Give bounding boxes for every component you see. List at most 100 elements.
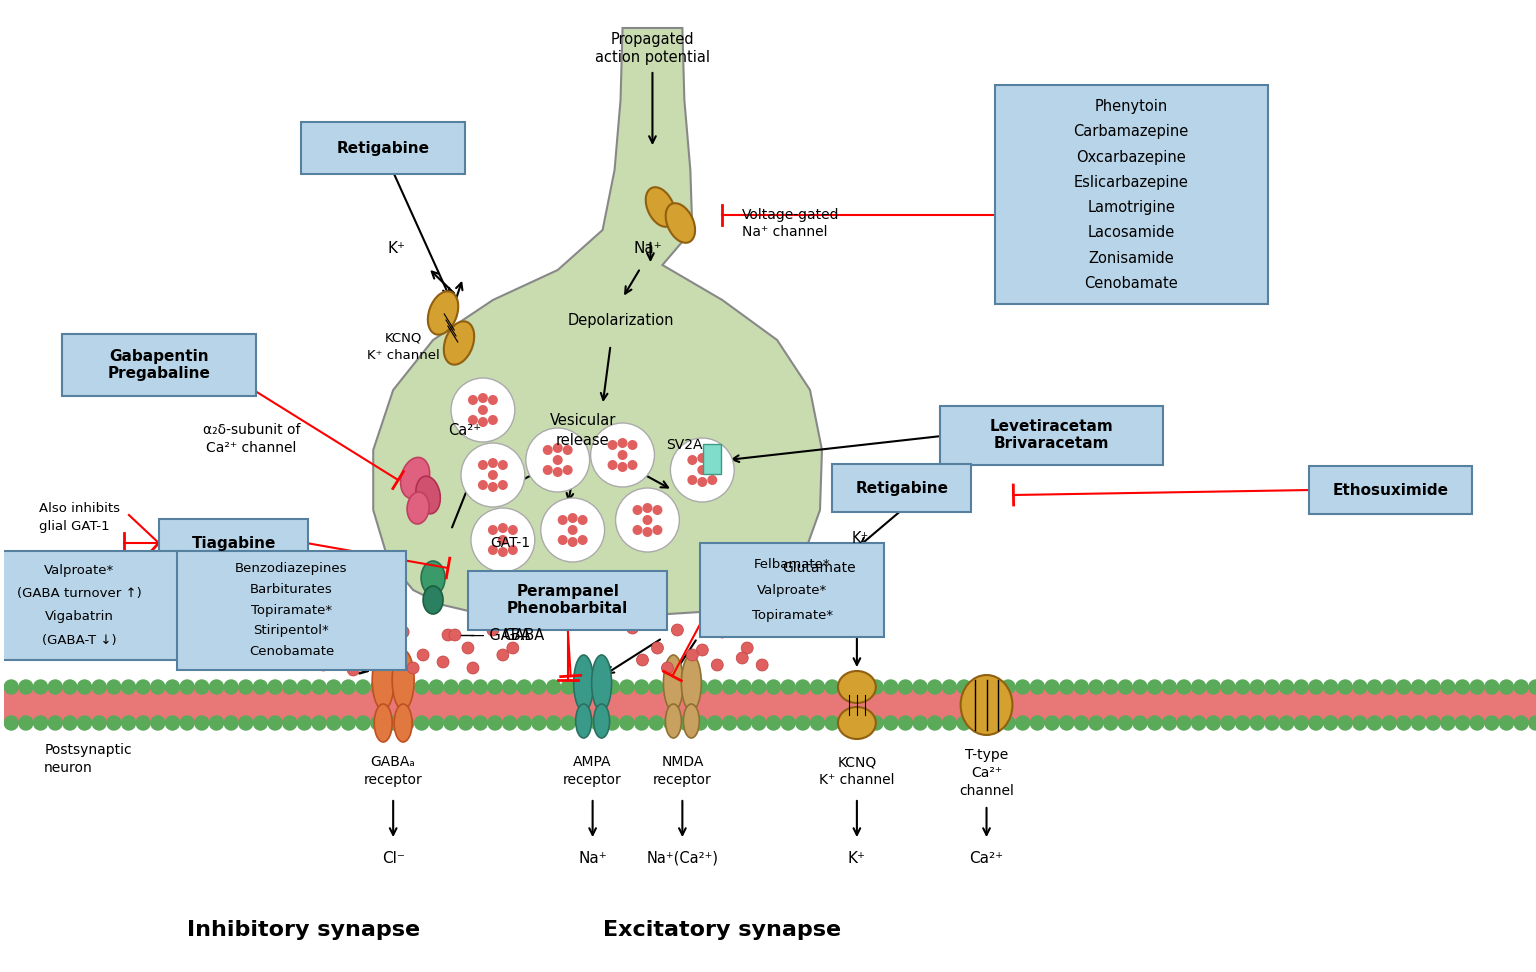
Circle shape <box>957 680 971 694</box>
Circle shape <box>180 716 194 730</box>
Circle shape <box>108 680 121 694</box>
Circle shape <box>473 716 487 730</box>
Circle shape <box>195 680 209 694</box>
Circle shape <box>1367 680 1381 694</box>
Circle shape <box>561 716 576 730</box>
Circle shape <box>1192 716 1206 730</box>
Circle shape <box>518 680 531 694</box>
Ellipse shape <box>960 675 1012 735</box>
Circle shape <box>370 680 384 694</box>
Circle shape <box>121 716 135 730</box>
Text: GAT-1: GAT-1 <box>490 536 530 550</box>
Circle shape <box>722 716 737 730</box>
Circle shape <box>418 649 429 661</box>
Circle shape <box>1031 716 1044 730</box>
Circle shape <box>766 680 780 694</box>
Circle shape <box>209 680 223 694</box>
Circle shape <box>653 505 662 515</box>
FancyBboxPatch shape <box>0 550 181 659</box>
Circle shape <box>1044 716 1058 730</box>
Circle shape <box>1163 680 1177 694</box>
Circle shape <box>518 716 531 730</box>
Circle shape <box>1250 716 1264 730</box>
FancyBboxPatch shape <box>61 334 255 396</box>
Circle shape <box>1192 680 1206 694</box>
Circle shape <box>608 440 617 450</box>
Circle shape <box>498 535 508 545</box>
Circle shape <box>1514 716 1528 730</box>
Circle shape <box>578 515 588 525</box>
Text: GABA: GABA <box>502 628 544 642</box>
Circle shape <box>407 662 419 674</box>
Ellipse shape <box>416 476 441 514</box>
Circle shape <box>77 680 92 694</box>
Circle shape <box>742 642 753 654</box>
Text: KCNQ: KCNQ <box>837 755 877 769</box>
Ellipse shape <box>576 704 591 738</box>
Circle shape <box>568 513 578 523</box>
Circle shape <box>356 716 370 730</box>
Text: neuron: neuron <box>45 761 92 775</box>
Text: Levetiracetam
Brivaracetam: Levetiracetam Brivaracetam <box>989 419 1114 451</box>
Circle shape <box>461 443 525 507</box>
Text: Ca²⁺: Ca²⁺ <box>969 850 1003 865</box>
Circle shape <box>782 716 796 730</box>
Circle shape <box>438 656 449 668</box>
Circle shape <box>617 450 628 460</box>
Circle shape <box>642 527 653 537</box>
Text: Ca²⁺: Ca²⁺ <box>971 766 1001 780</box>
Circle shape <box>869 680 883 694</box>
Circle shape <box>687 455 697 465</box>
Text: Vesicular: Vesicular <box>550 412 616 428</box>
Circle shape <box>442 629 455 641</box>
Circle shape <box>430 680 444 694</box>
Circle shape <box>358 622 369 634</box>
Circle shape <box>488 482 498 492</box>
FancyBboxPatch shape <box>940 405 1163 465</box>
Circle shape <box>768 562 780 574</box>
Circle shape <box>452 378 515 442</box>
Circle shape <box>1089 680 1103 694</box>
Circle shape <box>943 716 957 730</box>
Circle shape <box>166 680 180 694</box>
Circle shape <box>341 716 355 730</box>
Circle shape <box>840 680 854 694</box>
Circle shape <box>766 716 780 730</box>
Ellipse shape <box>573 655 593 711</box>
Circle shape <box>693 716 707 730</box>
Circle shape <box>627 622 639 634</box>
Circle shape <box>312 716 326 730</box>
Circle shape <box>327 680 341 694</box>
Circle shape <box>912 680 928 694</box>
Text: Glutamate: Glutamate <box>782 561 856 575</box>
Circle shape <box>1118 680 1132 694</box>
Text: Retigabine: Retigabine <box>856 480 948 496</box>
Circle shape <box>558 515 568 525</box>
FancyBboxPatch shape <box>301 122 465 174</box>
Text: Benzodiazepines: Benzodiazepines <box>235 562 347 574</box>
Circle shape <box>912 716 928 730</box>
Circle shape <box>478 480 488 490</box>
Circle shape <box>462 642 475 654</box>
Text: Postsynaptic: Postsynaptic <box>45 743 132 757</box>
FancyBboxPatch shape <box>160 519 307 567</box>
Text: Cenobamate: Cenobamate <box>1084 276 1178 291</box>
Circle shape <box>811 716 825 730</box>
Text: (GABA-T ↓): (GABA-T ↓) <box>41 634 117 646</box>
Circle shape <box>621 680 634 694</box>
Circle shape <box>121 680 135 694</box>
Circle shape <box>796 716 809 730</box>
FancyBboxPatch shape <box>703 444 722 474</box>
Circle shape <box>487 624 499 636</box>
Circle shape <box>782 680 796 694</box>
Circle shape <box>386 680 399 694</box>
Circle shape <box>472 508 535 572</box>
Circle shape <box>108 716 121 730</box>
Circle shape <box>1528 716 1536 730</box>
Polygon shape <box>373 28 822 615</box>
Circle shape <box>488 716 502 730</box>
Ellipse shape <box>839 671 876 703</box>
Text: release: release <box>556 433 610 447</box>
Circle shape <box>5 716 18 730</box>
Text: receptor: receptor <box>364 773 422 787</box>
